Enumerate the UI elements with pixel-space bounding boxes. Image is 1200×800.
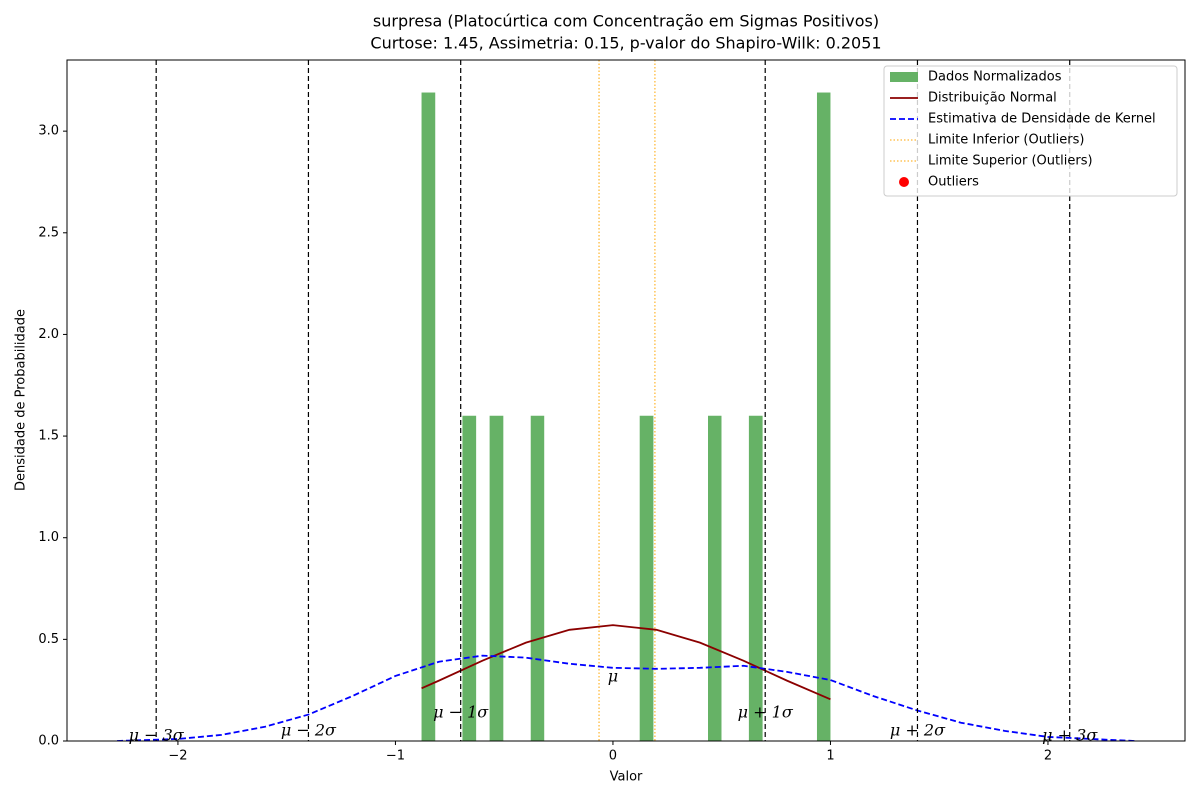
hist-bar — [489, 415, 504, 741]
y-tick-label: 2.5 — [38, 225, 59, 240]
legend-label: Dados Normalizados — [928, 70, 1062, 85]
legend-box — [883, 65, 1178, 197]
y-tick-label: 3.0 — [38, 124, 59, 139]
x-tick-label: −2 — [168, 749, 187, 764]
hist-bar — [748, 415, 763, 741]
legend-key — [899, 177, 909, 187]
hist-bar — [421, 92, 436, 741]
sigma-label: μ + 2σ — [890, 721, 946, 740]
x-axis-label: Valor — [610, 770, 643, 785]
hist-bar — [462, 415, 477, 741]
y-tick-label: 0.0 — [38, 734, 59, 749]
x-tick-label: 2 — [1044, 749, 1052, 764]
x-tick-label: 1 — [826, 749, 834, 764]
y-axis-label: Densidade de Probabilidade — [14, 309, 29, 491]
legend-key — [890, 72, 918, 82]
legend-label: Estimativa de Densidade de Kernel — [928, 112, 1156, 127]
chart-title: surpresa (Platocúrtica com Concentração … — [373, 12, 879, 31]
line — [116, 654, 1136, 741]
x-tick-label: 0 — [609, 749, 617, 764]
sigma-label: μ + 3σ — [1042, 726, 1098, 745]
sigma-label: μ + 1σ — [738, 703, 794, 722]
sigma-label: μ − 1σ — [433, 703, 489, 722]
x-tick-label: −1 — [386, 749, 405, 764]
hist-bar — [639, 415, 654, 741]
y-tick-label: 2.0 — [38, 327, 59, 342]
y-tick-label: 0.5 — [38, 632, 59, 647]
sigma-label: μ − 3σ — [129, 726, 185, 745]
legend-label: Distribuição Normal — [928, 91, 1057, 106]
line — [421, 624, 831, 701]
legend-label: Limite Inferior (Outliers) — [928, 133, 1084, 148]
plot-frame — [66, 59, 1186, 742]
y-tick-label: 1.5 — [38, 429, 59, 444]
mean-label: μ — [608, 667, 618, 686]
legend-label: Outliers — [928, 175, 979, 190]
hist-bar — [708, 415, 722, 741]
hist-bar — [816, 92, 831, 741]
y-tick-label: 1.0 — [38, 530, 59, 545]
legend-label: Limite Superior (Outliers) — [928, 154, 1093, 169]
chart-subtitle: Curtose: 1.45, Assimetria: 0.15, p-valor… — [370, 34, 881, 53]
hist-bar — [530, 415, 545, 741]
sigma-label: μ − 2σ — [281, 721, 337, 740]
